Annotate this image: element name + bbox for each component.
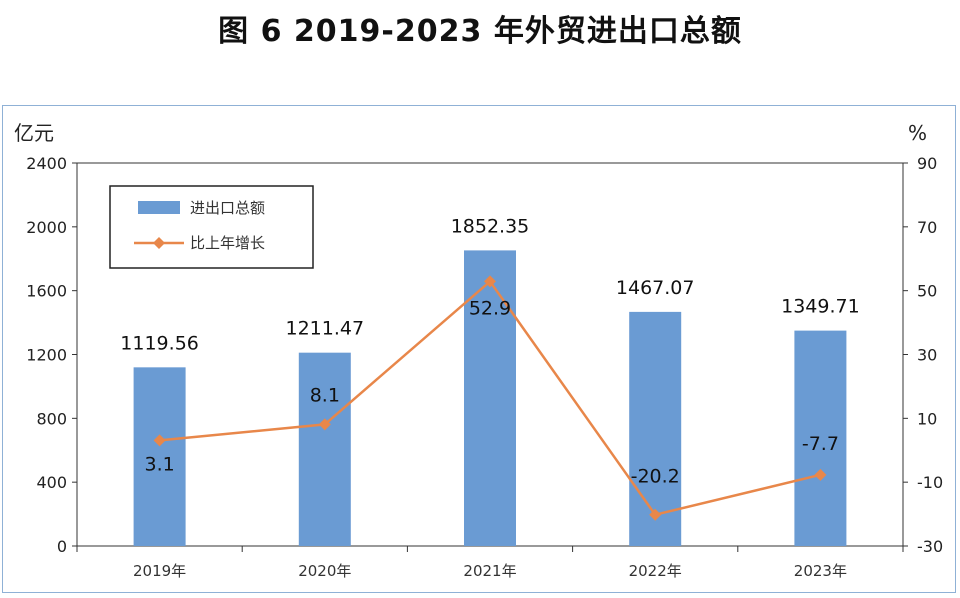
growth-point [649, 508, 662, 521]
chart-title: 图 6 2019-2023 年外贸进出口总额 [218, 14, 742, 49]
bar [794, 330, 847, 546]
bar [133, 367, 186, 546]
bar [629, 311, 682, 546]
right-tick-label: 10 [917, 409, 937, 428]
growth-point [484, 275, 496, 288]
growth-value-label: 3.1 [144, 453, 174, 475]
bar-value-label: 1211.47 [286, 318, 365, 340]
right-tick-label: -10 [917, 473, 943, 492]
bar-value-label: 1852.35 [451, 215, 530, 237]
left-tick-label: 1200 [26, 346, 67, 365]
right-tick-label: 70 [917, 218, 937, 237]
bar-value-label: 1349.71 [781, 296, 860, 318]
x-tick-label: 2020年 [298, 562, 351, 580]
growth-value-label: 52.9 [469, 297, 511, 319]
right-tick-label: -30 [917, 537, 943, 556]
bar-value-label: 1467.07 [616, 277, 695, 299]
bar [298, 352, 351, 546]
bar-value-label: 1119.56 [120, 332, 199, 354]
left-tick-label: 800 [36, 409, 67, 428]
legend-box [109, 185, 314, 269]
x-tick-label: 2022年 [629, 562, 682, 580]
growth-value-label: -20.2 [631, 466, 680, 488]
left-tick-label: 400 [36, 473, 67, 492]
legend-label-line: 比上年增长 [190, 234, 265, 252]
left-tick-label: 2000 [26, 218, 67, 237]
growth-point [814, 468, 827, 481]
legend-swatch-bar [138, 201, 180, 214]
right-axis-unit: % [908, 121, 927, 145]
growth-point [153, 434, 166, 447]
right-tick-label: 90 [917, 154, 937, 173]
growth-point [318, 418, 331, 431]
left-tick-label: 2400 [26, 154, 67, 173]
left-tick-label: 0 [57, 537, 67, 556]
x-tick-label: 2023年 [794, 562, 847, 580]
left-tick-label: 1600 [26, 282, 67, 301]
x-tick-label: 2021年 [463, 562, 516, 580]
legend-label-bar: 进出口总额 [190, 199, 265, 217]
right-tick-label: 30 [917, 346, 937, 365]
left-axis-unit: 亿元 [14, 121, 54, 145]
chart-frame [2, 105, 956, 593]
legend-swatch-marker [153, 237, 165, 249]
growth-value-label: -7.7 [802, 433, 839, 455]
x-tick-label: 2019年 [133, 562, 186, 580]
bar [464, 250, 516, 546]
growth-value-label: 8.1 [310, 384, 340, 406]
right-tick-label: 50 [917, 282, 937, 301]
